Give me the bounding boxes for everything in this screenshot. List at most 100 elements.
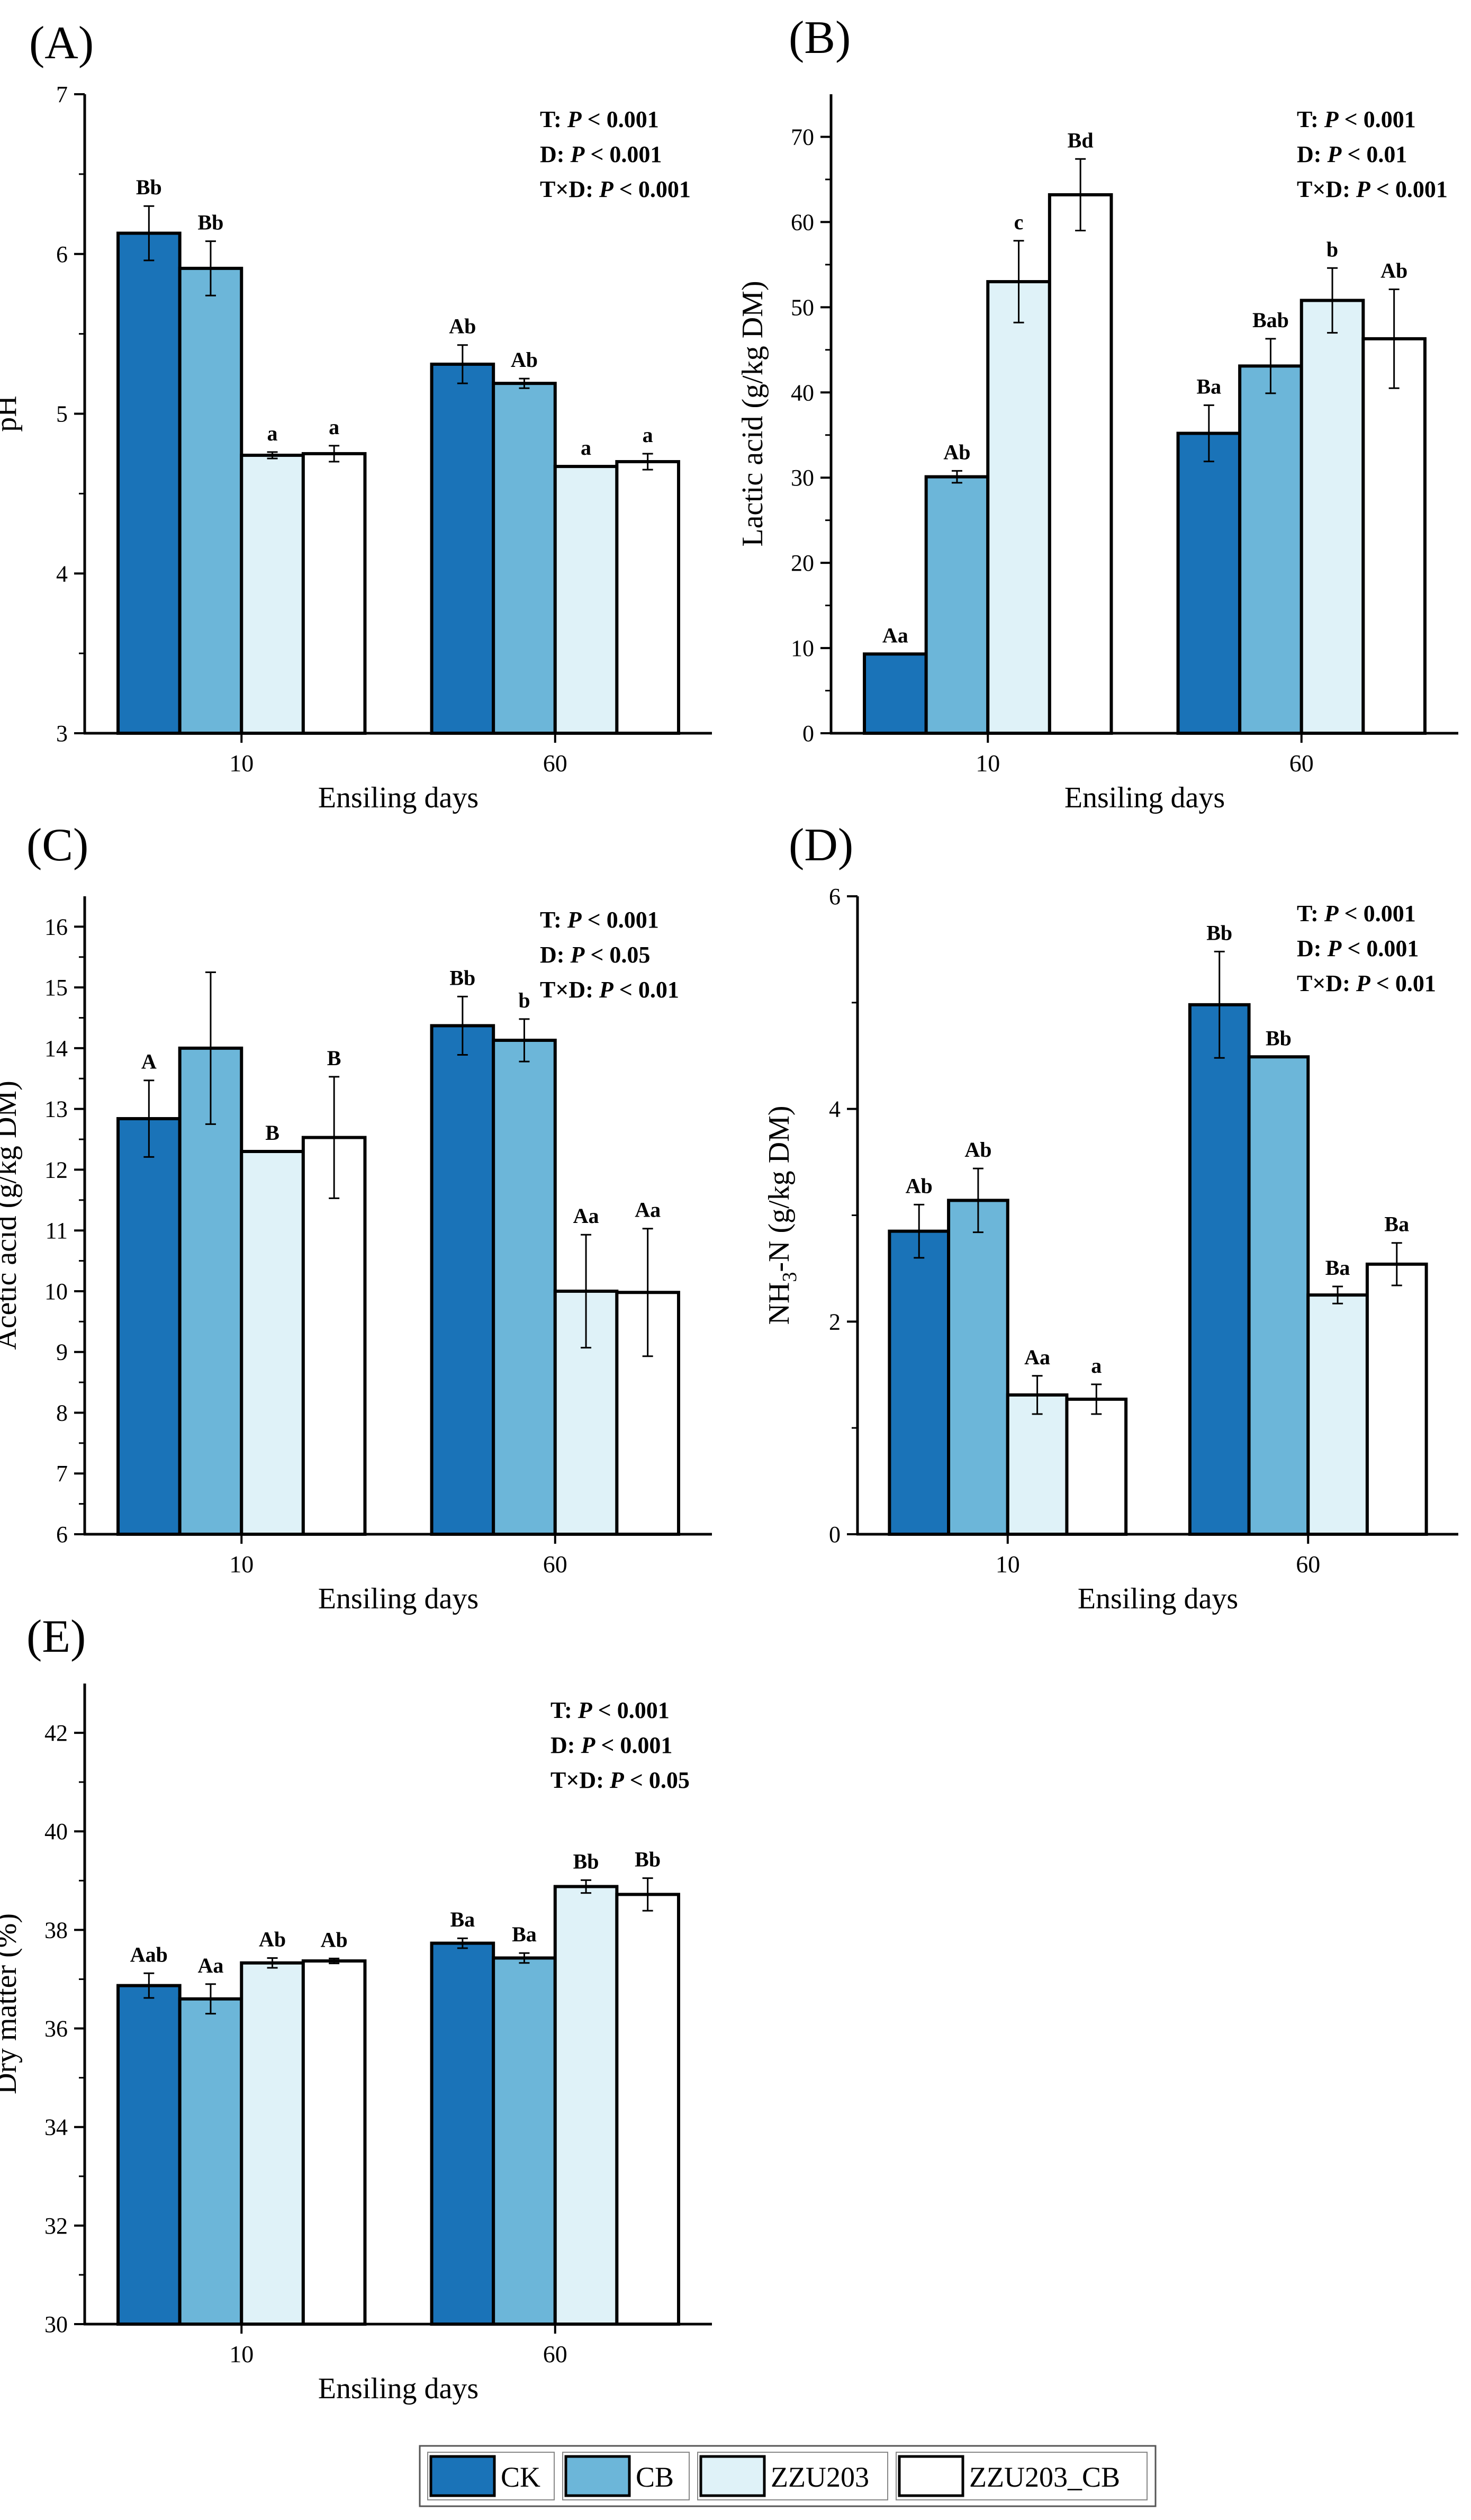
stats-annotation: D: P < 0.05 (540, 942, 650, 968)
significance-label: a (643, 423, 653, 447)
y-tick-label: 60 (791, 209, 814, 235)
stats-rest: < 0.001 (1339, 106, 1416, 132)
x-axis-title: Ensiling days (318, 781, 479, 814)
x-axis-title: Ensiling days (1078, 1582, 1238, 1615)
significance-label: b (1326, 237, 1338, 261)
stats-prefix: D: (540, 942, 570, 968)
x-tick-label: 10 (996, 1551, 1020, 1578)
y-axis-title-part: NH (763, 1282, 796, 1325)
bar-ck-60 (1188, 1003, 1251, 1536)
bar-ck-10 (116, 1117, 182, 1536)
stats-prefix: D: (551, 1732, 581, 1758)
y-tick-label: 0 (802, 721, 814, 746)
significance-label: Bb (197, 211, 223, 235)
x-axis-title: Ensiling days (318, 1582, 479, 1615)
stats-prefix: T: (540, 106, 567, 132)
y-tick-label: 6 (56, 241, 68, 267)
stats-p: P (570, 141, 585, 167)
x-tick-label: 10 (229, 2341, 254, 2368)
x-axis-title: Ensiling days (318, 2372, 479, 2405)
significance-label: Bb (1266, 1026, 1292, 1050)
legend-label: CK (501, 2461, 540, 2493)
stats-p: P (580, 1732, 595, 1758)
stats-prefix: T: (551, 1697, 578, 1723)
x-tick-label: 60 (543, 2341, 567, 2368)
y-tick-label: 4 (56, 561, 68, 587)
bar-zzu203_cb-10 (1065, 1397, 1128, 1536)
y-axis-title: NH3-N (g/kg DM) (763, 1105, 801, 1325)
legend-label: ZZU203_CB (969, 2461, 1120, 2493)
stats-prefix: T×D: (540, 977, 599, 1003)
x-tick-label: 10 (229, 1551, 254, 1578)
legend-swatch (564, 2455, 631, 2497)
stats-rest: < 0.001 (582, 907, 659, 933)
panel-label: (D) (789, 820, 853, 871)
stats-rest: < 0.001 (1341, 935, 1419, 961)
stats-rest: < 0.01 (1370, 970, 1436, 996)
bar-cb-10 (947, 1199, 1009, 1536)
y-axis-title: Acetic acid (g/kg DM) (0, 1081, 23, 1349)
y-tick-label: 42 (44, 1720, 68, 1746)
stats-prefix: D: (1297, 935, 1327, 961)
stats-p: P (1324, 901, 1339, 926)
y-tick-label: 50 (791, 294, 814, 320)
significance-label: Ab (1380, 259, 1407, 283)
y-tick-label: 38 (44, 1917, 68, 1943)
significance-label: Ba (1325, 1256, 1350, 1280)
significance-label: a (1091, 1354, 1102, 1378)
significance-label: A (141, 1050, 157, 1074)
bar-cb-10 (178, 266, 243, 735)
legend-swatch (699, 2455, 766, 2497)
bar-ck-60 (430, 362, 495, 735)
panel-label: (A) (29, 17, 94, 69)
x-tick-label: 10 (976, 750, 1000, 777)
stats-p: P (1326, 935, 1342, 961)
y-axis-title: pH (0, 395, 23, 431)
bar-zzu203_cb-60 (615, 1893, 680, 2326)
y-tick-label: 20 (791, 550, 814, 576)
significance-label: Ab (449, 314, 476, 338)
legend: CK CB ZZU203 ZZU203_CB (419, 2445, 1157, 2507)
y-tick-label: 13 (44, 1096, 68, 1122)
panel-label: (E) (26, 1611, 86, 1662)
y-tick-label: 32 (44, 2213, 68, 2239)
stats-rest: < 0.001 (584, 141, 662, 167)
stats-prefix: T×D: (551, 1767, 610, 1793)
bar-cb-10 (924, 475, 990, 735)
stats-annotation: D: P < 0.001 (551, 1732, 672, 1758)
significance-label: a (267, 421, 278, 445)
significance-label: Ab (259, 1927, 286, 1951)
stats-annotation: T×D: P < 0.001 (540, 176, 691, 202)
y-tick-label: 11 (46, 1218, 68, 1244)
stats-p: P (1356, 970, 1371, 996)
y-tick-label: 30 (791, 465, 814, 491)
stats-annotation: D: P < 0.001 (540, 141, 662, 167)
stats-annotation: T: P < 0.001 (540, 907, 659, 933)
stats-annotation: T×D: P < 0.01 (540, 977, 679, 1003)
x-axis-title: Ensiling days (1064, 781, 1225, 814)
significance-label: Bd (1068, 128, 1094, 152)
x-tick-label: 60 (1296, 1551, 1320, 1578)
bar-zzu203_cb-10 (301, 452, 367, 735)
significance-label: Aa (635, 1198, 661, 1222)
bar-ck-10 (888, 1229, 951, 1536)
y-tick-label: 7 (56, 82, 68, 107)
significance-label: Bb (1206, 921, 1232, 944)
stats-prefix: T: (1297, 106, 1324, 132)
bar-zzu203-10 (986, 280, 1051, 735)
stats-prefix: T×D: (540, 176, 599, 202)
x-tick-label: 60 (1289, 750, 1314, 777)
panel-label: (C) (26, 820, 88, 871)
stats-annotation: T×D: P < 0.01 (1297, 970, 1436, 996)
significance-label: Ab (511, 348, 538, 372)
stats-annotation: T: P < 0.001 (551, 1697, 670, 1723)
stats-rest: < 0.05 (584, 942, 650, 968)
stats-annotation: T: P < 0.001 (1297, 106, 1416, 132)
y-tick-label: 10 (44, 1279, 68, 1304)
stats-annotation: T: P < 0.001 (540, 106, 659, 132)
significance-label: c (1014, 210, 1024, 234)
bar-zzu203_cb-10 (301, 1136, 367, 1536)
bar-zzu203_cb-60 (615, 460, 680, 735)
y-tick-label: 36 (44, 2016, 68, 2042)
legend-item-zzu203: ZZU203 (697, 2452, 888, 2500)
